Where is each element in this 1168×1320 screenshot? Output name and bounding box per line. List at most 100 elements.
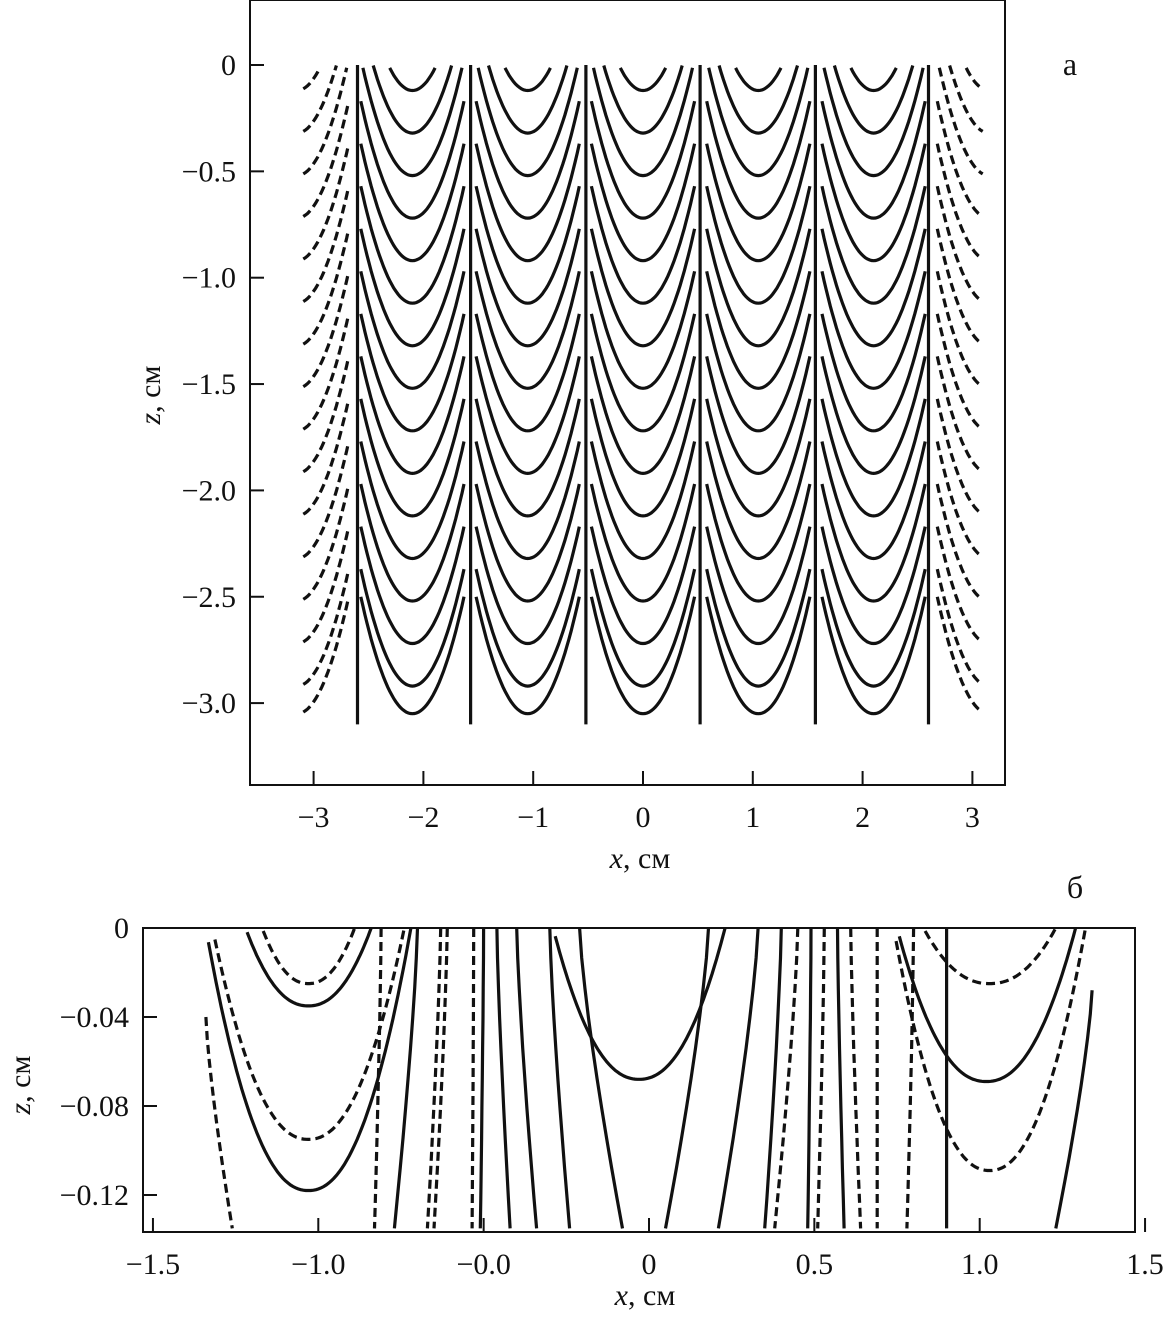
field-line-arc (935, 228, 984, 346)
field-line-arc (302, 596, 351, 714)
field-line-arc (589, 568, 697, 688)
field-line-arc (589, 483, 697, 603)
field-line-arc (705, 228, 812, 348)
field-line-arc (359, 270, 466, 390)
field-line-arc (302, 270, 351, 388)
field-line-arc (935, 483, 984, 601)
y-tick-label: −0.04 (60, 1001, 129, 1034)
field-line-arc (302, 526, 351, 644)
y-axis-label: z, см (4, 1055, 37, 1115)
field-line-arc (589, 596, 697, 716)
y-tick-label: −1.5 (182, 368, 236, 401)
panel-label: а (1063, 46, 1077, 82)
field-line (372, 927, 383, 1229)
field-line-arc (361, 67, 464, 178)
field-line-arc (474, 185, 581, 305)
field-line-arc (820, 313, 927, 433)
field-line-arc (820, 356, 927, 476)
x-tick-label: 0 (642, 1248, 657, 1281)
field-lines (302, 65, 984, 725)
field-line-arc (359, 526, 466, 646)
x-axis-label: x, см (614, 1279, 676, 1312)
field-line-arc (302, 356, 351, 474)
field-line (204, 1016, 234, 1229)
field-line-arc (705, 441, 812, 561)
field-line-arc (589, 313, 697, 433)
field-line-arc (705, 398, 812, 518)
field-line-arc (589, 100, 697, 220)
field-line-arc (964, 67, 984, 91)
field-line-arc (707, 67, 810, 178)
field-line-arc (359, 313, 466, 433)
y-tick-label: −2.0 (182, 474, 236, 507)
field-line-arc (474, 270, 581, 390)
field-line (470, 927, 476, 1229)
field-line-arc (206, 927, 413, 1193)
x-tick-label: −2 (407, 801, 439, 834)
field-line-arc (705, 596, 812, 716)
field-line-arc (474, 313, 581, 433)
y-tick-label: −2.5 (182, 581, 236, 614)
field-line-arc (302, 441, 351, 559)
field-line-arc (302, 568, 351, 686)
field-line-arc (589, 526, 697, 646)
x-tick-label: 0.5 (796, 1248, 834, 1281)
field-line-arc (474, 398, 581, 518)
field-line (716, 927, 760, 1229)
field-line (548, 927, 572, 1229)
field-line-arc (302, 185, 351, 303)
field-line-arc (359, 143, 466, 263)
plot-frame (142, 927, 1136, 1233)
field-line-arc (359, 228, 466, 348)
field-line (663, 927, 711, 1229)
field-line-arc (935, 356, 984, 474)
field-line-arc (474, 441, 581, 561)
field-line (1054, 990, 1094, 1229)
y-tick-label: −0.12 (60, 1179, 129, 1212)
field-line-arc (923, 927, 1058, 986)
field-line (432, 927, 449, 1229)
field-line (495, 927, 512, 1229)
field-line-arc (359, 568, 466, 688)
field-line-arc (705, 270, 812, 390)
field-line-arc (822, 67, 925, 178)
y-axis-var: z (4, 1103, 37, 1116)
field-line-arc (935, 526, 984, 644)
y-tick-label: −3.0 (182, 687, 236, 720)
field-line-arc (894, 927, 1088, 1173)
field-line-arc (302, 67, 322, 91)
field-line-arc (897, 927, 1078, 1084)
y-tick-label: −0.08 (60, 1090, 129, 1123)
field-line-arc (705, 526, 812, 646)
x-tick-label: −3 (298, 801, 330, 834)
field-line-arc (820, 143, 927, 263)
x-axis-var: x (609, 842, 624, 875)
panel-a: −3 −2 −1 0 1 2 30−0.5−1.0−1.5−2.0−2.5−3.0x, см… (134, 0, 1077, 875)
field-line-arc (474, 228, 581, 348)
field-line-arc (705, 100, 812, 220)
field-lines (204, 927, 1094, 1229)
field-line-arc (302, 65, 338, 133)
field-line-arc (935, 313, 984, 431)
field-line-arc (935, 596, 984, 714)
field-line-arc (371, 65, 454, 135)
x-tick-label: 0 (636, 801, 651, 834)
y-axis-unit: , см (134, 365, 167, 412)
x-axis-var: x (614, 1279, 629, 1312)
field-line-arc (820, 568, 927, 688)
field-line-arc (359, 185, 466, 305)
y-axis-label: z, см (134, 365, 167, 425)
field-line-arc (591, 67, 695, 178)
x-axis-label: x, см (609, 842, 671, 875)
y-tick-label: −1.0 (182, 262, 236, 295)
field-line-arc (589, 270, 697, 390)
field-line-arc (820, 100, 927, 220)
field-line-arc (302, 313, 351, 431)
field-line-arc (302, 398, 351, 516)
y-tick-label: 0 (221, 49, 236, 82)
field-line-arc (935, 143, 984, 261)
field-line-arc (820, 270, 927, 390)
field-line (763, 927, 783, 1229)
panel-label: б (1067, 869, 1083, 905)
